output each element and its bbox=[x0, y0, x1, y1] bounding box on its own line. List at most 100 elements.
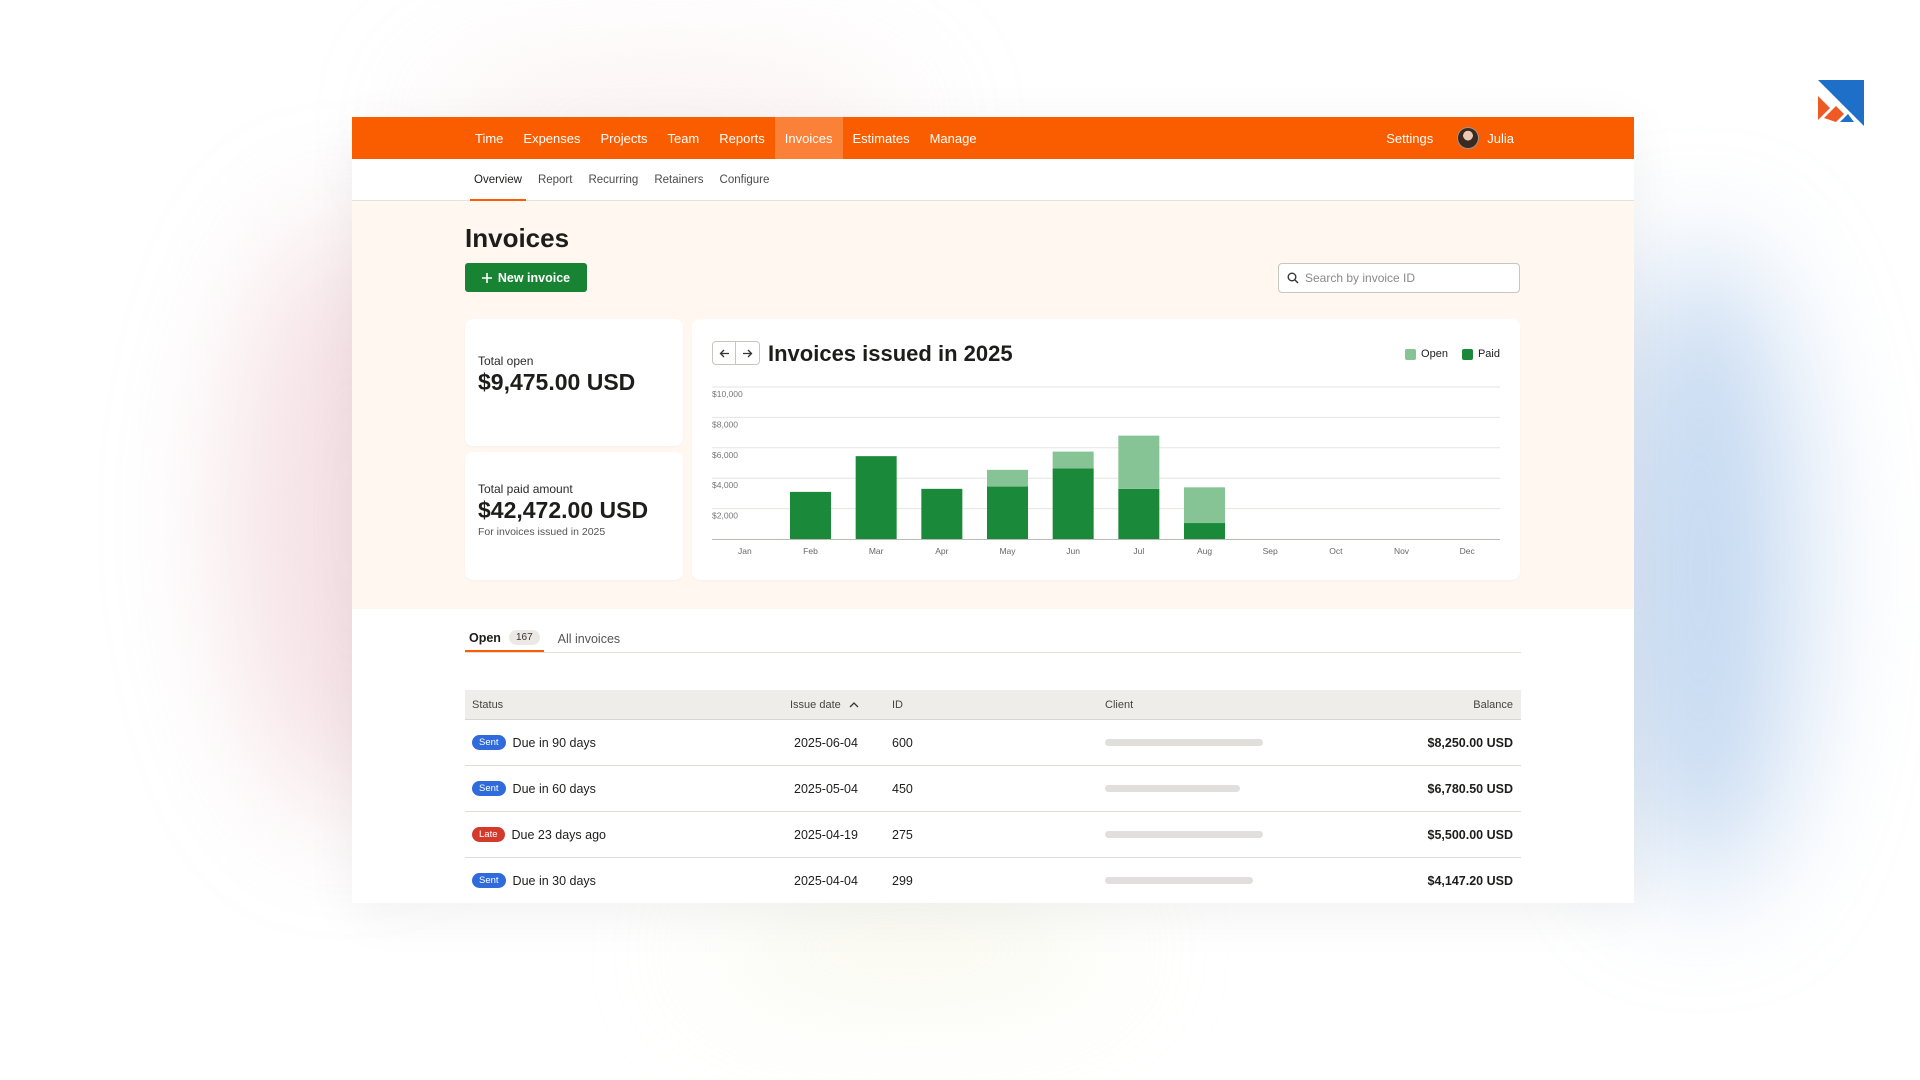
backdrop-glow-bottom bbox=[700, 900, 1120, 1000]
total-paid-note: For invoices issued in 2025 bbox=[478, 526, 606, 538]
nav-item-projects[interactable]: Projects bbox=[600, 130, 648, 146]
next-year-button[interactable] bbox=[736, 341, 760, 365]
client-placeholder-bar bbox=[1105, 785, 1240, 792]
nav-item-invoices[interactable]: Invoices bbox=[774, 117, 843, 159]
cell-client bbox=[1105, 877, 1355, 884]
sub-navigation: Overview Report Recurring Retainers Configur… bbox=[352, 159, 1634, 201]
y-tick-label: $8,000 bbox=[712, 419, 738, 429]
x-tick-label: Feb bbox=[803, 546, 818, 556]
cell-id[interactable]: 275 bbox=[892, 827, 913, 842]
nav-item-expenses[interactable]: Expenses bbox=[523, 130, 581, 146]
bar-paid-feb[interactable] bbox=[790, 491, 831, 539]
x-tick-label: Dec bbox=[1460, 546, 1476, 556]
client-placeholder-bar bbox=[1105, 739, 1263, 746]
cell-issue-date: 2025-06-04 bbox=[794, 735, 858, 750]
cell-balance: $6,780.50 USD bbox=[1427, 781, 1513, 796]
user-name: Julia bbox=[1487, 130, 1514, 146]
corner-logo bbox=[1818, 80, 1864, 126]
nav-item-reports[interactable]: Reports bbox=[719, 130, 765, 146]
table-row[interactable]: Sent Due in 60 days 2025-05-04 450 $6,780.50… bbox=[465, 766, 1521, 812]
table-row[interactable]: Late Due 23 days ago 2025-04-19 275 $5,500.0… bbox=[465, 812, 1521, 858]
invoice-search bbox=[1278, 263, 1520, 293]
legend-label-open: Open bbox=[1421, 348, 1448, 360]
bar-open-may[interactable] bbox=[987, 469, 1028, 487]
subnav-item-recurring[interactable]: Recurring bbox=[588, 173, 639, 186]
cell-issue-date: 2025-05-04 bbox=[794, 781, 858, 796]
tab-label: Open bbox=[469, 630, 501, 645]
table-row[interactable]: Sent Due in 30 days 2025-04-04 299 $4,147.20… bbox=[465, 858, 1521, 903]
total-open-card: Total open $9,475.00 USD bbox=[465, 319, 683, 446]
subnav-item-report[interactable]: Report bbox=[537, 173, 573, 186]
cell-balance: $8,250.00 USD bbox=[1427, 735, 1513, 750]
top-nav-links: Time Expenses Projects Team Reports Invoices E… bbox=[465, 117, 987, 159]
status-badge: Late bbox=[472, 826, 505, 843]
new-invoice-button[interactable]: New invoice bbox=[465, 263, 587, 292]
nav-item-estimates[interactable]: Estimates bbox=[852, 130, 910, 146]
search-input[interactable] bbox=[1305, 271, 1519, 285]
bar-paid-aug[interactable] bbox=[1184, 523, 1225, 539]
bar-paid-may[interactable] bbox=[987, 486, 1028, 539]
cell-id[interactable]: 600 bbox=[892, 735, 913, 750]
total-paid-label: Total paid amount bbox=[478, 482, 573, 496]
bar-open-jun[interactable] bbox=[1052, 451, 1094, 469]
legend-label-paid: Paid bbox=[1477, 348, 1500, 360]
cell-id[interactable]: 450 bbox=[892, 781, 913, 796]
new-invoice-label: New invoice bbox=[497, 270, 571, 285]
client-placeholder-bar bbox=[1105, 831, 1263, 838]
x-tick-label: Sep bbox=[1263, 546, 1278, 556]
previous-year-button[interactable] bbox=[712, 341, 736, 365]
subnav-item-retainers[interactable]: Retainers bbox=[654, 173, 704, 186]
subnav-item-overview[interactable]: Overview bbox=[466, 159, 530, 201]
total-open-amount: $9,475.00 USD bbox=[478, 369, 636, 395]
header-issue-date-label: Issue date bbox=[790, 698, 841, 711]
status-badge: Sent bbox=[472, 872, 506, 889]
header-balance[interactable]: Balance bbox=[1473, 698, 1513, 711]
page-title: Invoices bbox=[465, 223, 570, 253]
header-client[interactable]: Client bbox=[1105, 698, 1134, 711]
header-status[interactable]: Status bbox=[472, 698, 504, 711]
overview-section: Invoices New invoice Total open $9,475.0… bbox=[352, 201, 1634, 609]
user-menu[interactable]: Julia bbox=[1457, 127, 1514, 149]
due-text: Due in 60 days bbox=[512, 781, 596, 796]
total-paid-card: Total paid amount $42,472.00 USD For inv… bbox=[465, 452, 683, 580]
year-navigation bbox=[712, 341, 760, 365]
table-row[interactable]: Sent Due in 90 days 2025-06-04 600 $8,250.00… bbox=[465, 720, 1521, 766]
total-open-label: Total open bbox=[478, 354, 534, 368]
nav-item-manage[interactable]: Manage bbox=[929, 130, 977, 146]
tab-open[interactable]: Open 167 bbox=[465, 625, 544, 652]
bar-open-aug[interactable] bbox=[1184, 487, 1225, 524]
cell-id[interactable]: 299 bbox=[892, 873, 913, 888]
table-header: Status Issue date ID Client Balance bbox=[465, 690, 1521, 720]
avatar bbox=[1457, 127, 1480, 149]
bar-paid-mar[interactable] bbox=[855, 456, 897, 539]
tab-all-invoices[interactable]: All invoices bbox=[554, 625, 625, 652]
due-text: Due in 30 days bbox=[512, 873, 596, 888]
nav-item-team[interactable]: Team bbox=[667, 130, 700, 146]
cell-balance: $4,147.20 USD bbox=[1427, 873, 1513, 888]
due-text: Due in 90 days bbox=[512, 735, 596, 750]
top-navigation: Time Expenses Projects Team Reports Invoices E… bbox=[352, 117, 1634, 159]
x-tick-label: Nov bbox=[1394, 546, 1410, 556]
search-icon bbox=[1287, 272, 1299, 284]
status-badge: Sent bbox=[472, 734, 506, 751]
x-tick-label: Jan bbox=[738, 546, 752, 556]
settings-link[interactable]: Settings bbox=[1386, 130, 1434, 146]
bar-paid-jun[interactable] bbox=[1052, 468, 1094, 539]
header-id[interactable]: ID bbox=[892, 698, 903, 711]
x-tick-label: Mar bbox=[869, 546, 884, 556]
bar-paid-jul[interactable] bbox=[1118, 488, 1160, 539]
invoice-tabs: Open 167 All invoices bbox=[465, 625, 1521, 653]
nav-item-time[interactable]: Time bbox=[475, 130, 504, 146]
plus-icon bbox=[481, 272, 492, 283]
x-tick-label: Aug bbox=[1197, 546, 1212, 556]
y-tick-label: $4,000 bbox=[712, 480, 738, 490]
subnav-item-configure[interactable]: Configure bbox=[719, 173, 770, 186]
bar-paid-apr[interactable] bbox=[921, 488, 963, 539]
arrow-right-icon bbox=[743, 349, 753, 357]
table-body: Sent Due in 90 days 2025-06-04 600 $8,250.00… bbox=[465, 720, 1521, 903]
y-tick-label: $10,000 bbox=[712, 389, 743, 399]
header-issue-date[interactable]: Issue date bbox=[790, 699, 892, 711]
arrow-left-icon bbox=[719, 349, 729, 357]
client-placeholder-bar bbox=[1105, 877, 1253, 884]
bar-open-jul[interactable] bbox=[1118, 435, 1160, 489]
